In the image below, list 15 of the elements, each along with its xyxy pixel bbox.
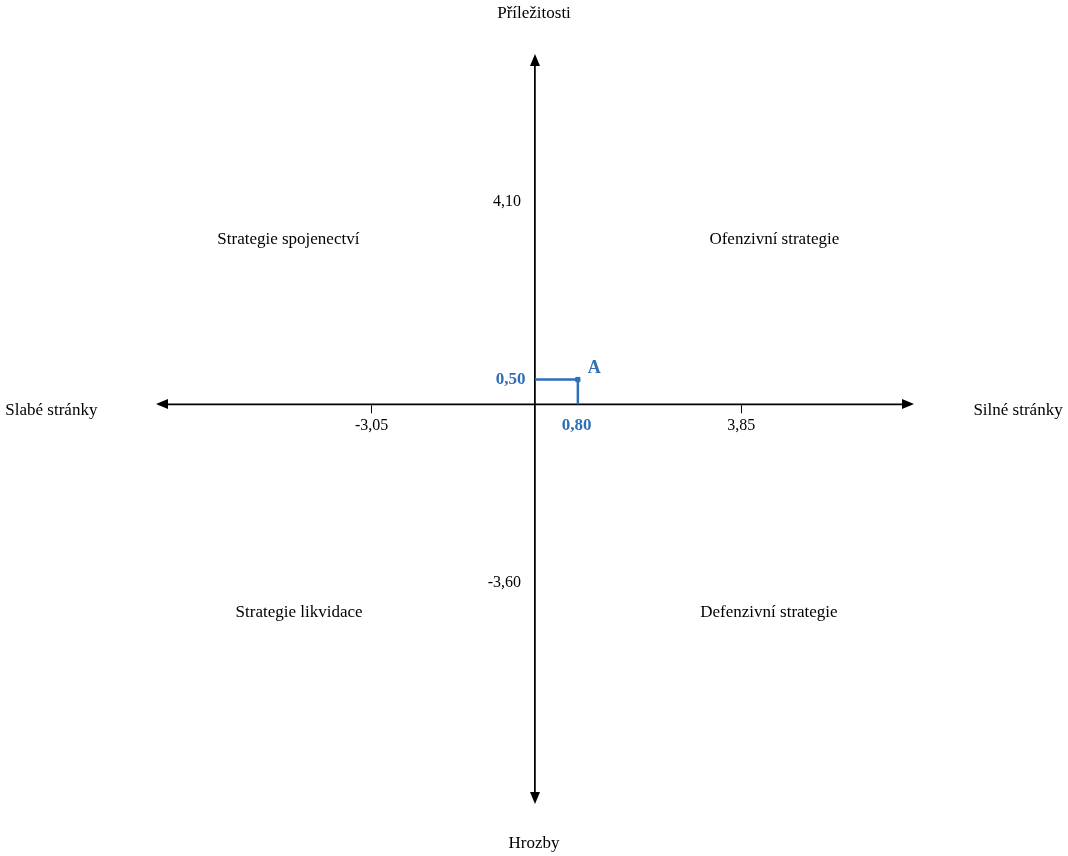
annotation: Strategie spojenectví: [217, 229, 360, 249]
text: Silné stránky: [973, 400, 1064, 420]
annotation: 0,50: [495, 369, 526, 389]
text: Slabé stránky: [5, 400, 98, 420]
annotation: Defenzivní strategie: [700, 601, 838, 621]
series-label: A: [587, 357, 601, 378]
text: Hrozby: [508, 832, 560, 852]
y-tick-label: 4,10: [493, 191, 521, 209]
text: Příležitosti: [497, 3, 572, 23]
x-tick-label: -3,05: [354, 416, 389, 434]
annotation: Strategie likvidace: [235, 601, 363, 621]
annotation: 0,80: [561, 414, 592, 434]
x-tick-label: 3,85: [727, 416, 756, 434]
annotation: Ofenzivní strategie: [709, 229, 840, 249]
y-tick-label: -3,60: [487, 572, 521, 590]
